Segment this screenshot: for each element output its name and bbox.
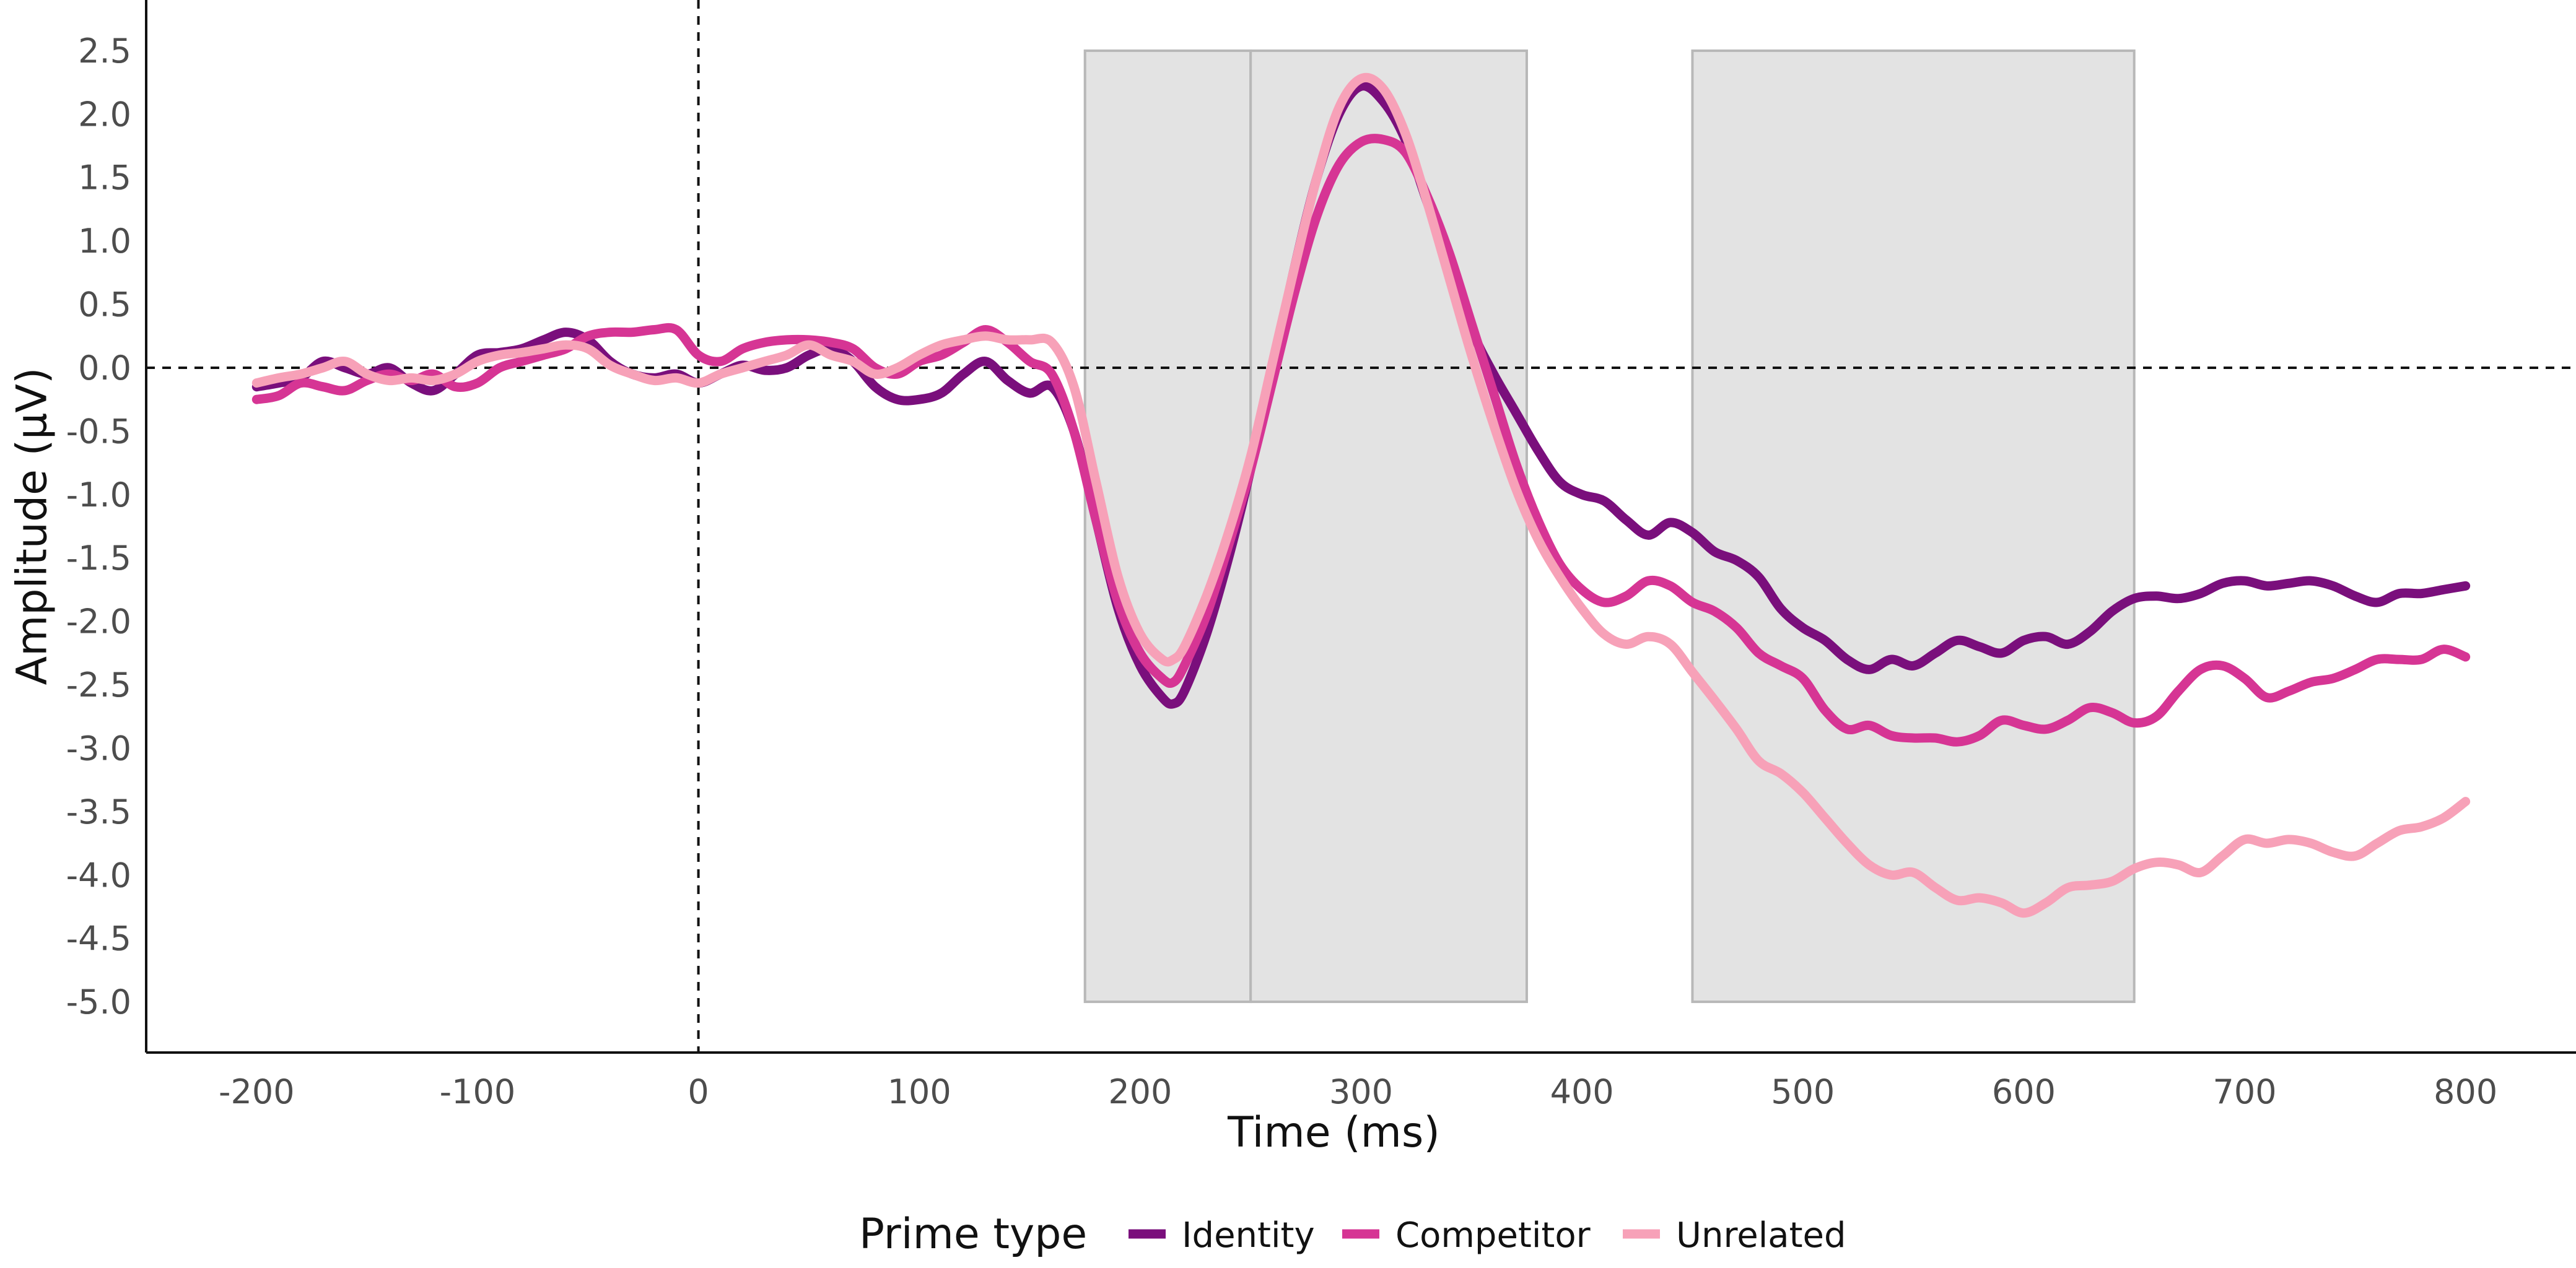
y-tick-label: -5.0 bbox=[66, 983, 131, 1022]
y-tick-label: -4.5 bbox=[66, 919, 131, 958]
y-tick-label: 0.5 bbox=[78, 285, 131, 324]
y-tick-label: -3.0 bbox=[66, 729, 131, 768]
y-tick-label: -0.5 bbox=[66, 412, 131, 451]
y-tick-label: 2.0 bbox=[78, 95, 131, 134]
x-tick-label: 500 bbox=[1771, 1072, 1835, 1111]
series-line-unrelated bbox=[251, 72, 2471, 918]
legend-title: Prime type bbox=[859, 1210, 1087, 1259]
x-axis-ticks: -200 -100 0 100 200 300 400 500 600 700 800 bbox=[219, 1072, 2497, 1111]
series-lines bbox=[251, 72, 2471, 918]
x-tick-label: 600 bbox=[1992, 1072, 2056, 1111]
shaded-window-1 bbox=[1083, 49, 1252, 1004]
y-axis-title: Amplitude (µV) bbox=[8, 368, 57, 685]
y-tick-label: -1.5 bbox=[66, 539, 131, 578]
x-tick-label: 100 bbox=[888, 1072, 951, 1111]
x-tick-label: 0 bbox=[688, 1072, 709, 1111]
x-tick-label: -200 bbox=[219, 1072, 295, 1111]
reference-lines bbox=[146, 0, 2576, 1053]
x-tick-label: 300 bbox=[1329, 1072, 1393, 1111]
x-tick-label: 800 bbox=[2434, 1072, 2497, 1111]
y-tick-label: 0.0 bbox=[78, 349, 131, 388]
y-axis-ticks: 2.5 2.0 1.5 1.0 0.5 0.0 -0.5 -1.0 -1.5 -2.0 -2.5 -3… bbox=[66, 32, 131, 1022]
legend: Prime type Identity Competitor Unrelated bbox=[859, 1210, 1846, 1259]
y-tick-label: -2.0 bbox=[66, 602, 131, 641]
x-tick-label: 400 bbox=[1550, 1072, 1614, 1111]
legend-label-identity: Identity bbox=[1182, 1215, 1315, 1256]
x-tick-label: 700 bbox=[2213, 1072, 2277, 1111]
y-tick-label: -4.0 bbox=[66, 856, 131, 895]
x-tick-label: -100 bbox=[440, 1072, 516, 1111]
y-tick-label: -2.5 bbox=[66, 666, 131, 705]
y-tick-label: 1.5 bbox=[78, 158, 131, 198]
analysis-windows bbox=[1083, 49, 2136, 1004]
y-tick-label: 1.0 bbox=[78, 222, 131, 261]
x-tick-label: 200 bbox=[1108, 1072, 1172, 1111]
legend-label-unrelated: Unrelated bbox=[1676, 1215, 1846, 1256]
shaded-window-2 bbox=[1249, 49, 1528, 1004]
y-tick-label: -1.0 bbox=[66, 476, 131, 515]
y-tick-label: -3.5 bbox=[66, 792, 131, 832]
x-axis-title: Time (ms) bbox=[1227, 1108, 1440, 1157]
shaded-window-3 bbox=[1691, 49, 2136, 1004]
series-line-competitor bbox=[251, 134, 2471, 747]
y-tick-label: 2.5 bbox=[78, 32, 131, 71]
axes bbox=[145, 0, 2576, 1054]
legend-label-competitor: Competitor bbox=[1395, 1215, 1591, 1256]
